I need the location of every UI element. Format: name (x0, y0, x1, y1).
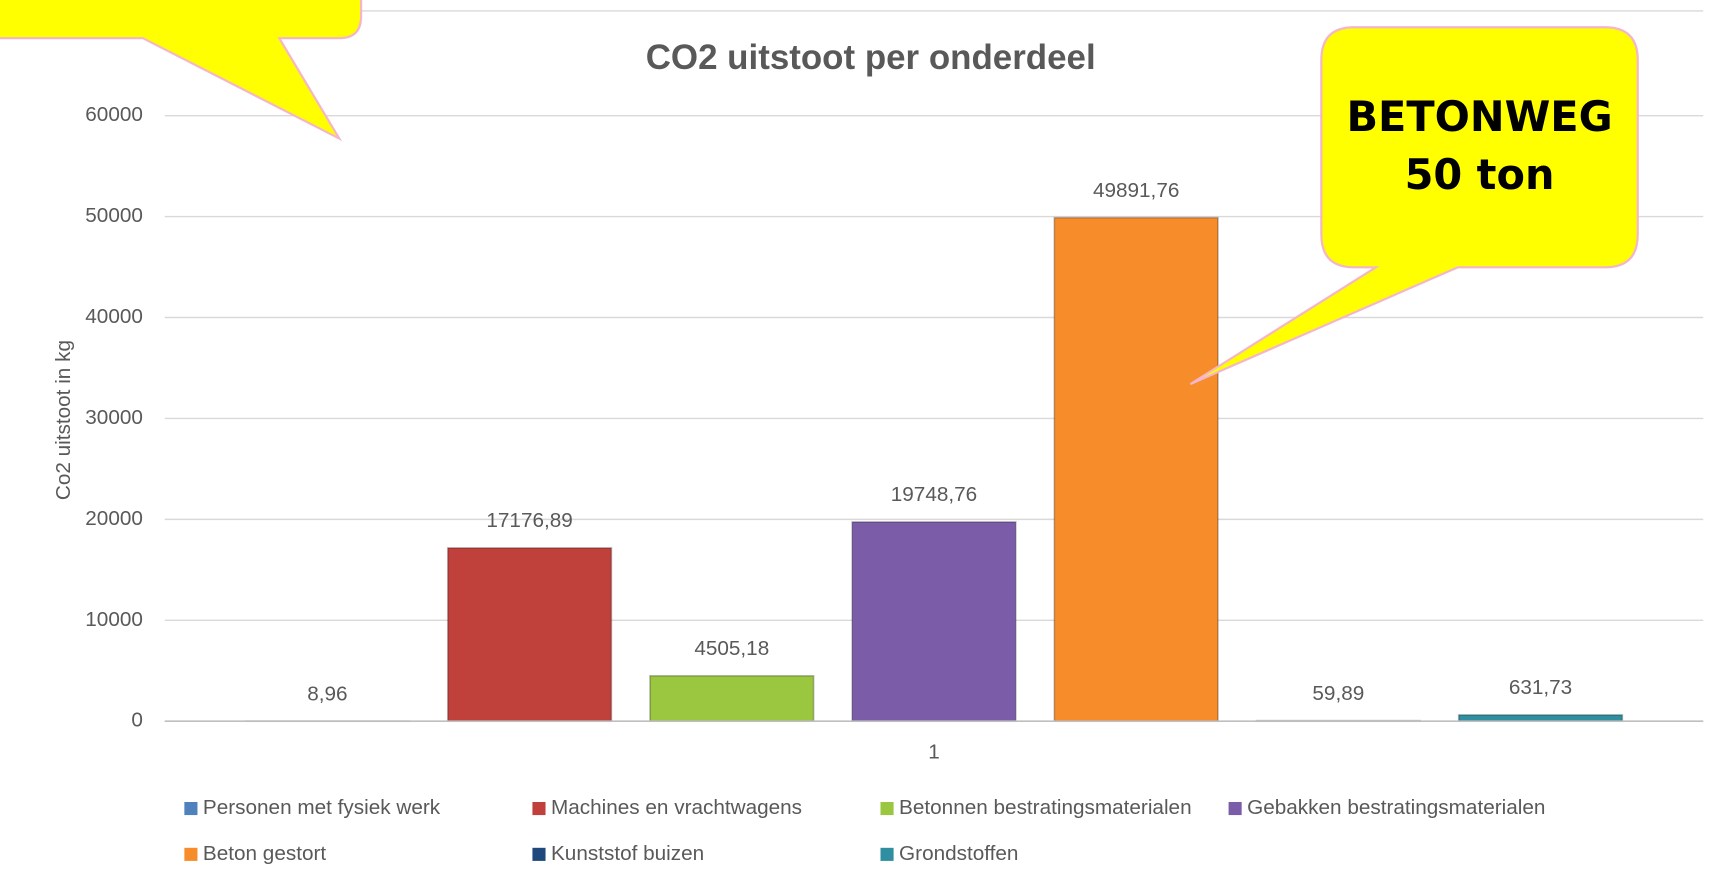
y-axis-label: Co2 uitstoot in kg (52, 340, 75, 500)
y-tick-label: 60000 (85, 103, 143, 126)
annotation-line: 50 ton (1405, 151, 1555, 199)
callout-top-left (0, 0, 363, 142)
data-label: 19748,76 (891, 483, 977, 506)
bar (1053, 216, 1219, 723)
legend-swatch (184, 801, 198, 816)
data-label: 8,96 (307, 682, 347, 705)
callout-betonweg: BETONWEG 50 ton (1189, 26, 1639, 386)
y-tick-label: 0 (131, 709, 143, 732)
legend-label: Betonnen bestratingsmaterialen (899, 796, 1192, 819)
data-label: 4505,18 (694, 637, 769, 660)
legend-label: Grondstoffen (899, 842, 1018, 865)
legend-swatch (880, 801, 894, 816)
y-tick-label: 40000 (85, 305, 143, 328)
annotation-line: BETONWEG (1346, 93, 1612, 141)
bar (1457, 714, 1624, 723)
bar (851, 521, 1017, 723)
legend-label: Machines en vrachtwagens (551, 796, 802, 819)
data-label: 631,73 (1509, 676, 1572, 699)
y-tick-label: 20000 (85, 507, 143, 530)
bar (446, 547, 613, 723)
data-label: 17176,89 (486, 509, 572, 532)
legend-label: Gebakken bestratingsmaterialen (1247, 796, 1545, 819)
bar (649, 674, 815, 723)
legend-swatch (532, 847, 546, 861)
legend-swatch (184, 847, 198, 861)
legend-swatch (1228, 801, 1242, 816)
legend-swatch (532, 801, 546, 816)
data-label: 49891,76 (1093, 179, 1179, 202)
legend-label: Personen met fysiek werk (203, 796, 441, 819)
y-tick-label: 50000 (85, 204, 143, 227)
y-tick-label: 30000 (85, 406, 143, 429)
y-tick-label: 10000 (85, 608, 143, 631)
chart-title: CO2 uitstoot per onderdeel (646, 38, 1096, 77)
legend-label: Kunststof buizen (551, 842, 704, 865)
data-label: 59,89 (1312, 682, 1364, 705)
x-tick-label: 1 (928, 740, 940, 763)
legend-label: Beton gestort (203, 842, 326, 865)
legend-swatch (880, 847, 894, 861)
